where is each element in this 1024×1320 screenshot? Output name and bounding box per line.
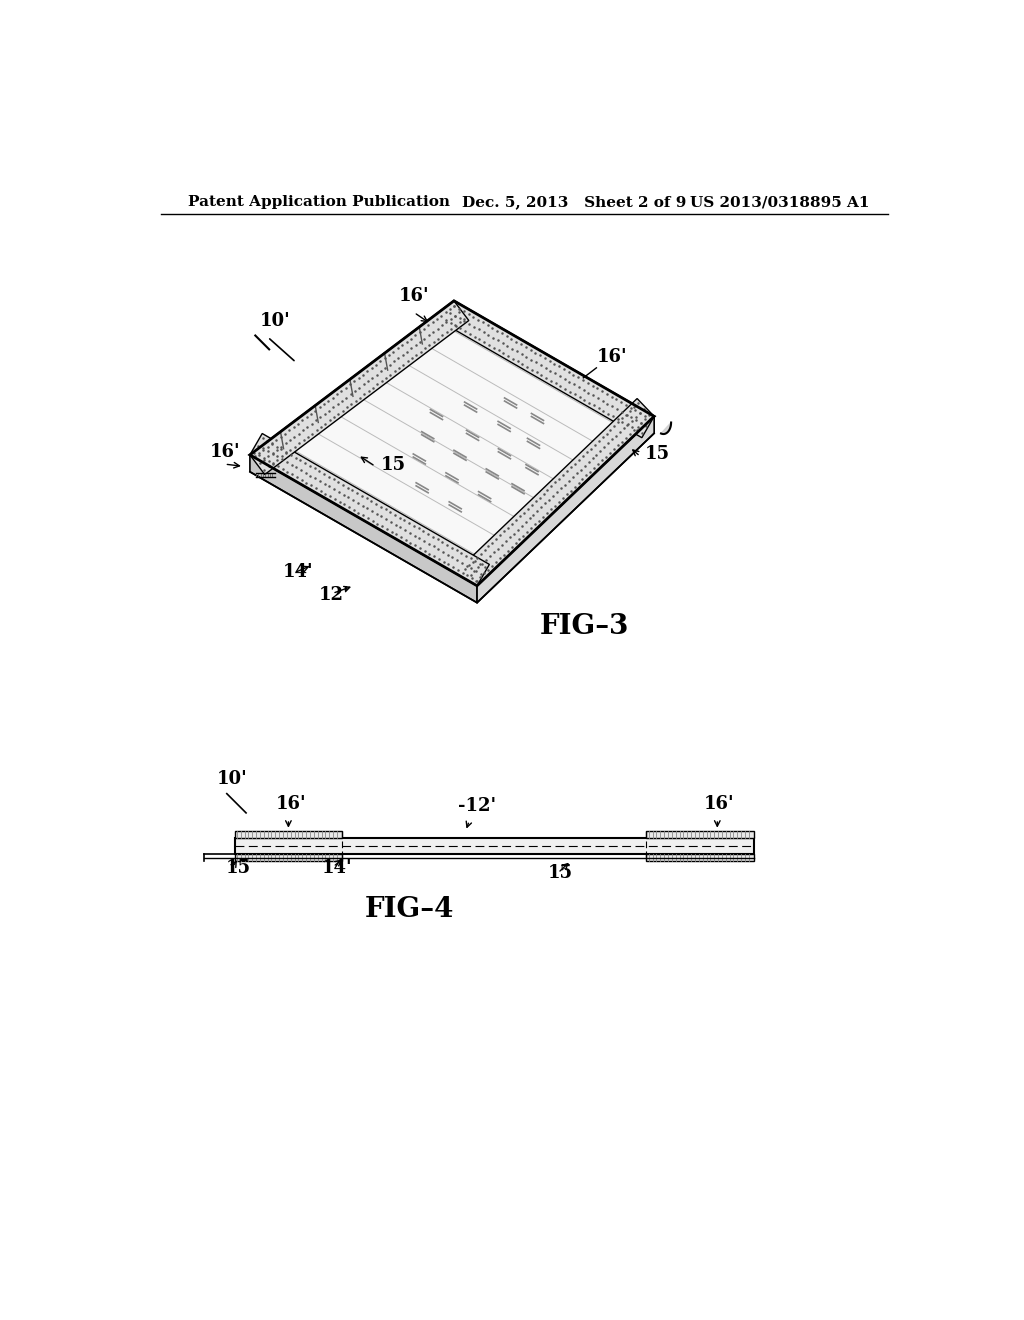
Bar	[646, 830, 755, 838]
Text: -12': -12'	[458, 797, 496, 816]
Bar	[234, 838, 755, 854]
Text: Patent Application Publication: Patent Application Publication	[188, 195, 451, 210]
Text: 15: 15	[381, 457, 406, 474]
Polygon shape	[250, 301, 469, 474]
Text: 16': 16'	[705, 795, 735, 813]
Polygon shape	[662, 422, 671, 434]
Text: FIG–3: FIG–3	[541, 614, 630, 640]
Polygon shape	[441, 301, 654, 438]
Text: 15: 15	[645, 445, 670, 463]
Polygon shape	[250, 455, 477, 603]
Text: 16': 16'	[596, 348, 627, 367]
Text: Dec. 5, 2013   Sheet 2 of 9: Dec. 5, 2013 Sheet 2 of 9	[462, 195, 686, 210]
Polygon shape	[250, 301, 654, 586]
Text: 15: 15	[225, 859, 251, 876]
Text: US 2013/0318895 A1: US 2013/0318895 A1	[690, 195, 869, 210]
Text: 14': 14'	[322, 859, 352, 876]
Text: FIG–4: FIG–4	[365, 896, 454, 923]
Text: 15: 15	[548, 865, 573, 882]
Text: 12': 12'	[319, 586, 350, 603]
Text: 14': 14'	[283, 562, 313, 581]
Text: 10': 10'	[260, 313, 291, 330]
Bar	[646, 854, 755, 862]
Polygon shape	[477, 416, 654, 603]
Bar	[234, 830, 342, 838]
Text: 16': 16'	[398, 286, 429, 305]
Polygon shape	[250, 433, 489, 586]
Text: 16': 16'	[275, 795, 306, 813]
Bar	[234, 854, 342, 862]
Text: 16': 16'	[210, 444, 241, 461]
Polygon shape	[460, 399, 654, 586]
Text: 10': 10'	[217, 770, 248, 788]
